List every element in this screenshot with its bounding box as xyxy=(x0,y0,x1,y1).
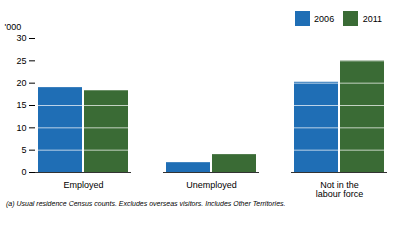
svg-text:20: 20 xyxy=(16,78,26,88)
html-text:2011: 2011 xyxy=(362,13,382,24)
svg-text:25: 25 xyxy=(16,56,26,66)
html-text:2006: 2006 xyxy=(314,13,335,24)
svg-text:Employed: Employed xyxy=(63,180,103,190)
svg-text:0: 0 xyxy=(21,167,26,177)
svg-text:10: 10 xyxy=(16,123,26,133)
svg-text:Not in thelabour force: Not in thelabour force xyxy=(316,180,364,199)
html-text:(a) Usual residence Census cou: (a) Usual residence Census counts. Exclu… xyxy=(6,200,286,207)
svg-text:30: 30 xyxy=(16,33,26,43)
svg-text:'000: '000 xyxy=(5,22,22,32)
svg-text:Unemployed: Unemployed xyxy=(186,180,237,190)
svg-text:15: 15 xyxy=(16,100,26,110)
svg-text:5: 5 xyxy=(21,145,26,155)
